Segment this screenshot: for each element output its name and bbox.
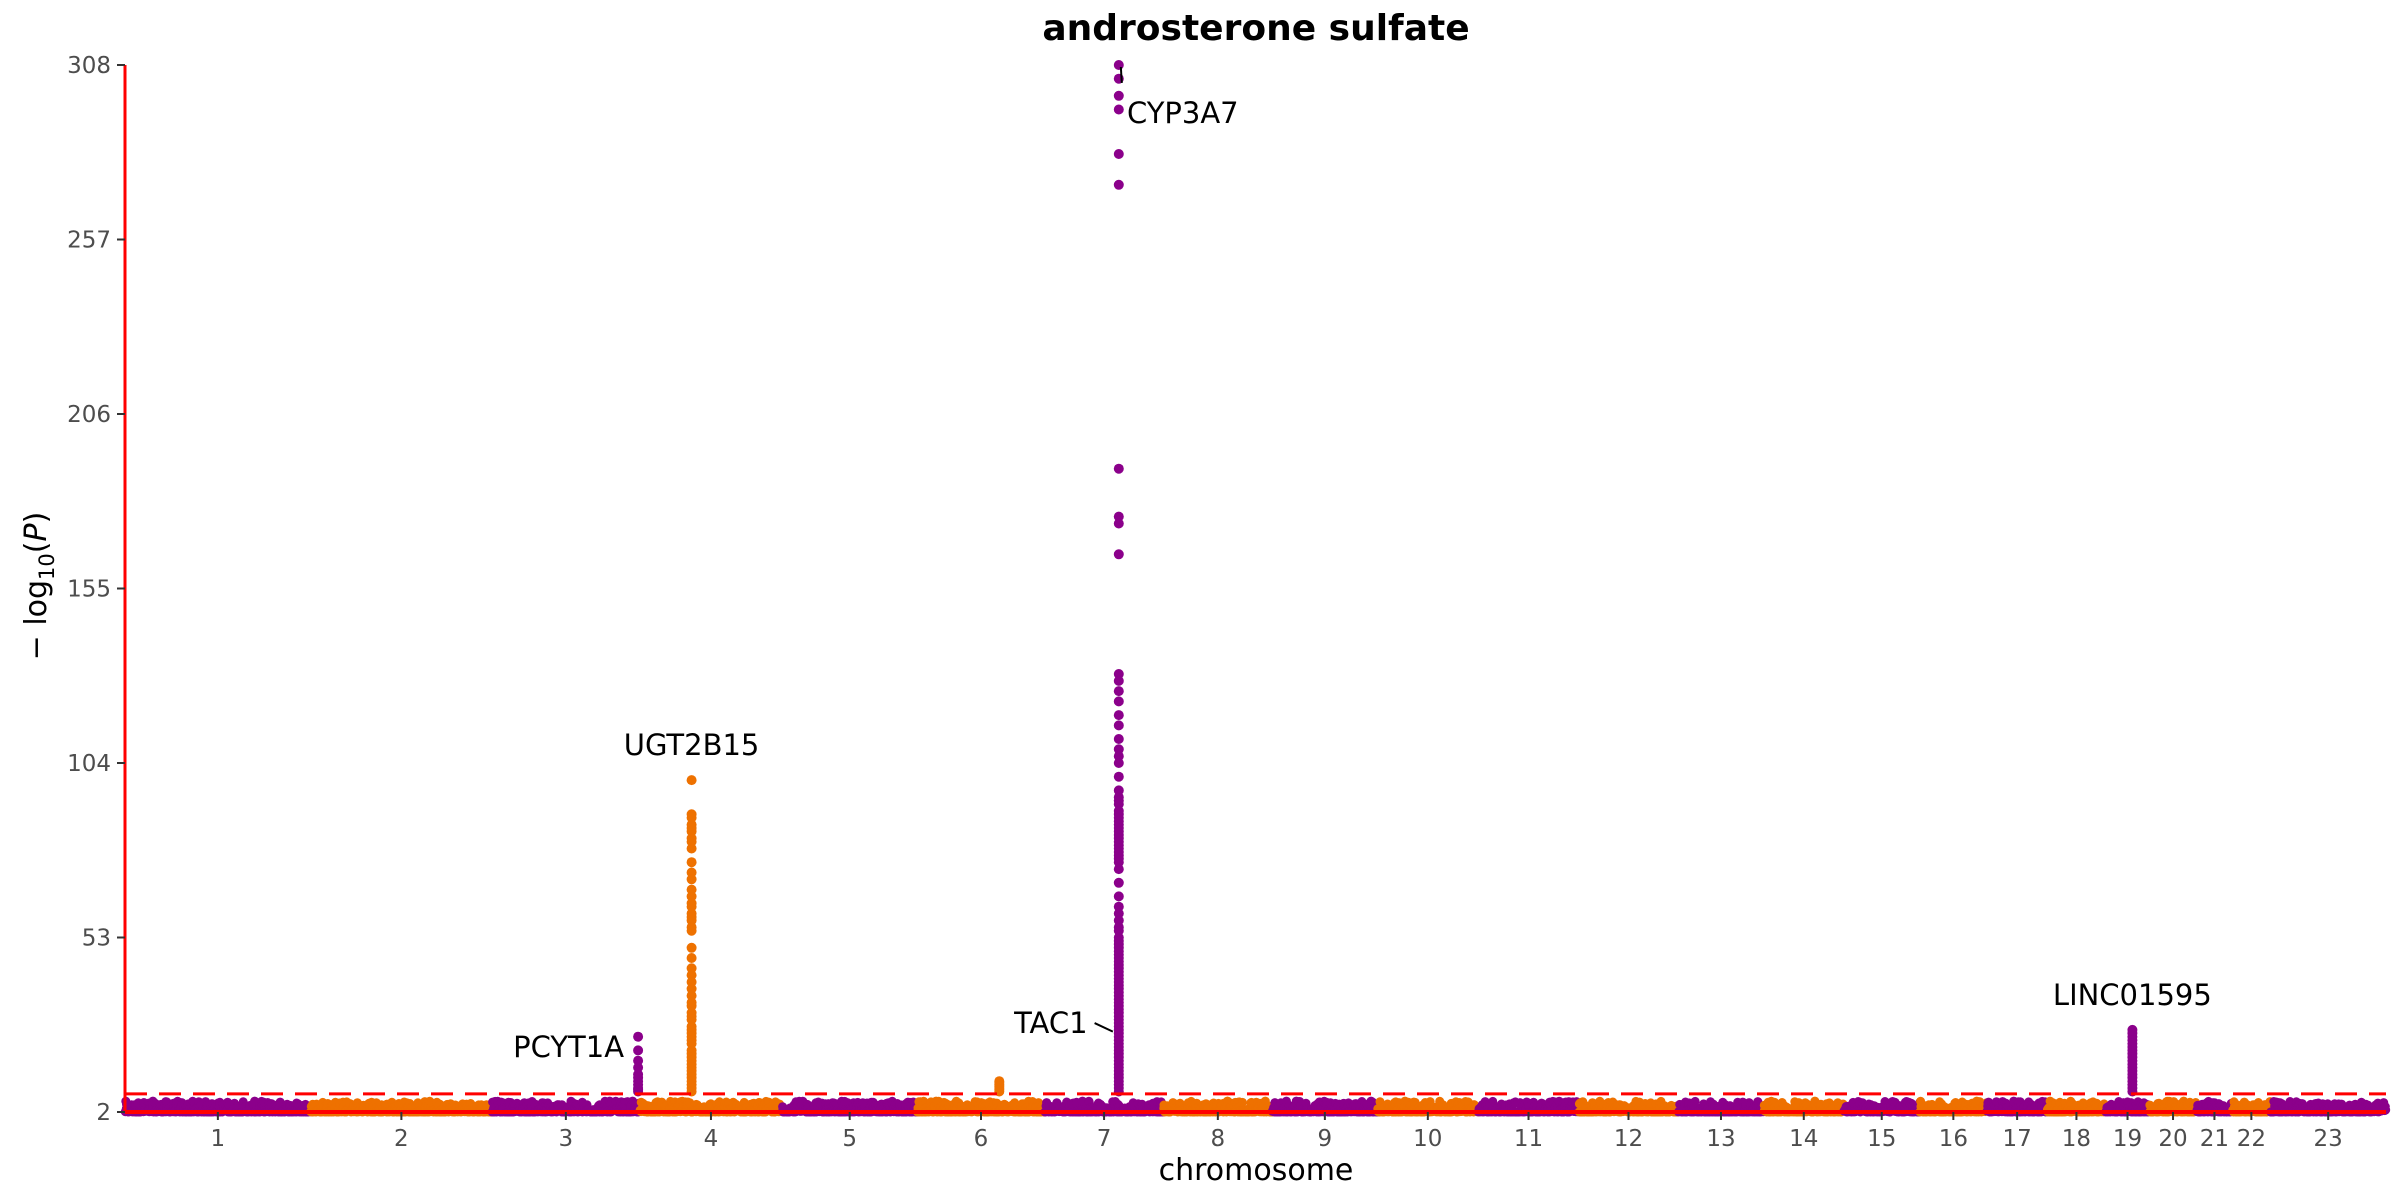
peak-point (686, 970, 697, 981)
peak-point (1113, 891, 1124, 902)
peak-point (1113, 758, 1124, 768)
background-point (1238, 1097, 1247, 1107)
peak-point (686, 775, 697, 786)
peak-point (1113, 734, 1124, 744)
peak-point (686, 953, 697, 963)
peak-point (1113, 104, 1124, 115)
peak-point (1113, 518, 1124, 529)
peak-point (633, 1062, 644, 1073)
peak-point (686, 1014, 697, 1025)
peak-point (686, 925, 697, 936)
peak-point (686, 874, 697, 885)
peak-point (633, 1045, 644, 1056)
peak-point (1113, 744, 1124, 755)
peak-point (1113, 686, 1124, 697)
peak-point (686, 891, 697, 902)
peak-point (1113, 720, 1124, 731)
peak-point (686, 857, 697, 868)
peak-point (1113, 60, 1124, 70)
peak-point (1113, 771, 1124, 782)
peak-point (1113, 511, 1124, 522)
peak-point (1113, 149, 1124, 159)
peak-point (1113, 864, 1124, 875)
chart-title: androsterone sulfate (1042, 8, 1469, 49)
peak-point (686, 942, 697, 953)
background-point (1078, 1096, 1087, 1106)
peak-point (1113, 877, 1124, 888)
peak-point (1113, 90, 1124, 101)
peak-point (633, 1031, 644, 1042)
peak-point (686, 826, 697, 837)
peak-point (1113, 675, 1124, 686)
peak-points (633, 60, 2138, 1097)
peak-point (1113, 696, 1124, 707)
peak-point (1113, 179, 1124, 190)
peak-point (686, 1000, 697, 1011)
peak-point (1113, 549, 1124, 560)
peak-point (686, 812, 697, 823)
peak-point (1113, 908, 1124, 919)
peak-point (1113, 857, 1124, 868)
peak-point (1113, 669, 1124, 679)
peak-point (1113, 463, 1124, 474)
peak-point (686, 843, 697, 854)
peak-point (686, 983, 697, 994)
peak-point (1113, 710, 1124, 721)
